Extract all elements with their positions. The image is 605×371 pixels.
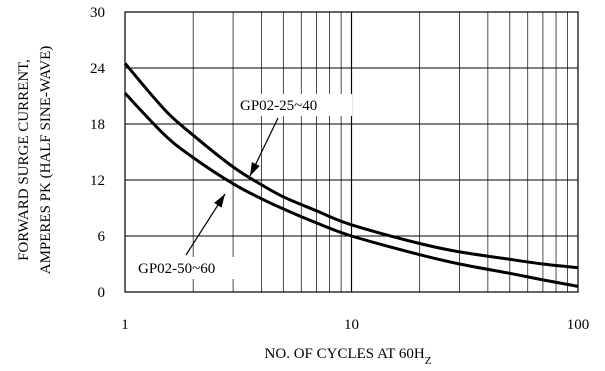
y-tick-labels: 0 6 12 18 24 30 [90, 5, 106, 301]
arrow-head [250, 162, 260, 176]
y-tick-label: 6 [98, 229, 106, 245]
annotation-box-series-1 [236, 94, 352, 116]
annotation-gp02-25-40: GP02-25~40 [240, 98, 317, 114]
y-axis-title-line-1: FORWARD SURGE CURRENT, [16, 59, 32, 261]
annotation-box-series-2 [134, 257, 252, 279]
y-tick-label: 12 [90, 173, 105, 189]
y-tick-label: 18 [90, 117, 105, 133]
series-line-1 [123, 62, 579, 270]
series-curves [123, 62, 579, 288]
annotation-gp02-50-60: GP02-50~60 [138, 261, 215, 277]
x-tick-labels: 1 10 100 [121, 317, 589, 333]
annotation-arrows [185, 117, 279, 256]
x-tick-label: 1 [121, 317, 129, 333]
x-tick-label: 100 [567, 317, 590, 333]
plot-frame [124, 11, 579, 293]
x-tick-label: 10 [344, 317, 359, 333]
y-axis-title-line-2: AMPERES PK (HALF SINE-WAVE) [38, 46, 54, 275]
y-tick-label: 0 [98, 285, 106, 301]
x-axis-title: NO. OF CYCLES AT 60HZ [265, 346, 432, 367]
y-tick-label: 30 [90, 5, 105, 21]
y-tick-label: 24 [90, 61, 106, 77]
arrow-head [214, 194, 225, 208]
grid-lines [125, 12, 578, 292]
series-line-2 [123, 92, 579, 288]
